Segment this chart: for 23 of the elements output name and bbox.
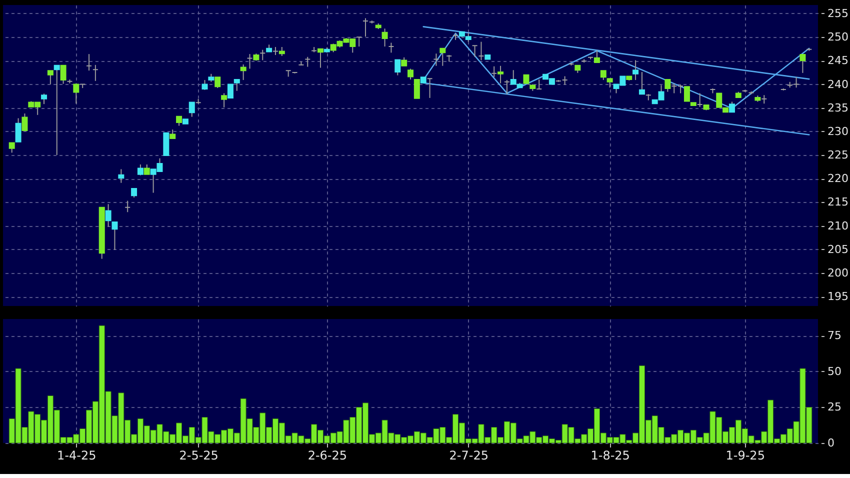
x-tick-label: 1-8-25: [590, 448, 630, 462]
x-tick-label: 2-6-25: [308, 448, 348, 462]
y-tick-label: 205: [828, 242, 848, 256]
x-tick-label: 1-4-25: [57, 448, 96, 462]
y-tick-label: 220: [828, 172, 848, 186]
y-tick-label: 210: [828, 219, 848, 232]
y-tick-label: 0: [828, 436, 834, 450]
y-tick-label: 75: [828, 329, 842, 342]
y-tick-label: 200: [828, 266, 848, 280]
y-tick-label: 230: [828, 124, 848, 138]
y-tick-label: 235: [828, 101, 848, 114]
x-tick-label: 2-7-25: [449, 448, 488, 462]
y-tick-label: 255: [828, 6, 848, 20]
x-tick-label: 1-9-25: [726, 448, 765, 462]
y-tick-label: 245: [828, 54, 848, 68]
y-tick-label: 195: [828, 290, 848, 304]
y-tick-label: 240: [828, 78, 848, 91]
y-tick-label: 25: [828, 400, 842, 414]
y-tick-label: 215: [828, 196, 848, 209]
y-tick-label: 50: [828, 364, 842, 378]
x-tick-label: 2-5-25: [179, 448, 218, 462]
y-tick-label: 225: [828, 148, 848, 162]
y-tick-label: 250: [828, 30, 848, 44]
